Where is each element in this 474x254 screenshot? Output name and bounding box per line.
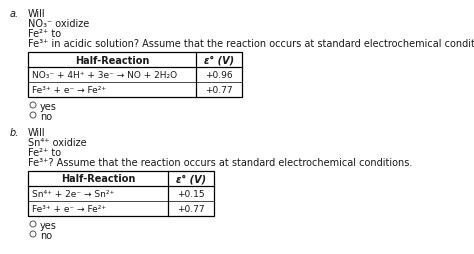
- Text: NO₃⁻ oxidize: NO₃⁻ oxidize: [28, 19, 89, 29]
- Circle shape: [30, 113, 36, 119]
- Text: ε° (V): ε° (V): [204, 55, 234, 65]
- Text: Fe²⁺ to: Fe²⁺ to: [28, 147, 61, 157]
- Text: Half-Reaction: Half-Reaction: [75, 55, 149, 65]
- Text: NO₃⁻ + 4H⁺ + 3e⁻ → NO + 2H₂O: NO₃⁻ + 4H⁺ + 3e⁻ → NO + 2H₂O: [32, 71, 177, 80]
- Text: a.: a.: [10, 9, 19, 19]
- Bar: [28, 53, 242, 98]
- Text: Fe³⁺? Assume that the reaction occurs at standard electrochemical conditions.: Fe³⁺? Assume that the reaction occurs at…: [28, 157, 412, 167]
- Text: yes: yes: [40, 102, 57, 112]
- Text: no: no: [40, 112, 52, 121]
- Text: +0.77: +0.77: [205, 86, 233, 95]
- Text: Will: Will: [28, 9, 46, 19]
- Text: Fe³⁺ in acidic solution? Assume that the reaction occurs at standard electrochem: Fe³⁺ in acidic solution? Assume that the…: [28, 39, 474, 49]
- Text: ε° (V): ε° (V): [176, 174, 206, 184]
- Text: b.: b.: [10, 128, 19, 137]
- Text: Sn⁴⁺ + 2e⁻ → Sn²⁺: Sn⁴⁺ + 2e⁻ → Sn²⁺: [32, 189, 114, 198]
- Bar: [28, 171, 214, 216]
- Text: Fe³⁺ + e⁻ → Fe²⁺: Fe³⁺ + e⁻ → Fe²⁺: [32, 86, 106, 95]
- Circle shape: [30, 103, 36, 108]
- Text: Sn⁴⁺ oxidize: Sn⁴⁺ oxidize: [28, 137, 87, 147]
- Text: Fe³⁺ + e⁻ → Fe²⁺: Fe³⁺ + e⁻ → Fe²⁺: [32, 204, 106, 213]
- Text: yes: yes: [40, 220, 57, 230]
- Text: +0.15: +0.15: [177, 189, 205, 198]
- Circle shape: [30, 221, 36, 227]
- Text: Will: Will: [28, 128, 46, 137]
- Text: +0.77: +0.77: [177, 204, 205, 213]
- Text: no: no: [40, 230, 52, 240]
- Text: Fe²⁺ to: Fe²⁺ to: [28, 29, 61, 39]
- Circle shape: [30, 231, 36, 237]
- Text: Half-Reaction: Half-Reaction: [61, 174, 135, 184]
- Text: +0.96: +0.96: [205, 71, 233, 80]
